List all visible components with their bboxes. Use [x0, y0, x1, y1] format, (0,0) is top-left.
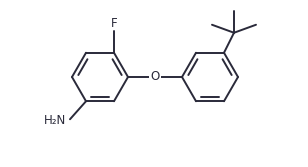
Text: F: F — [111, 17, 117, 30]
Text: H₂N: H₂N — [44, 114, 66, 127]
Text: O: O — [150, 70, 160, 84]
